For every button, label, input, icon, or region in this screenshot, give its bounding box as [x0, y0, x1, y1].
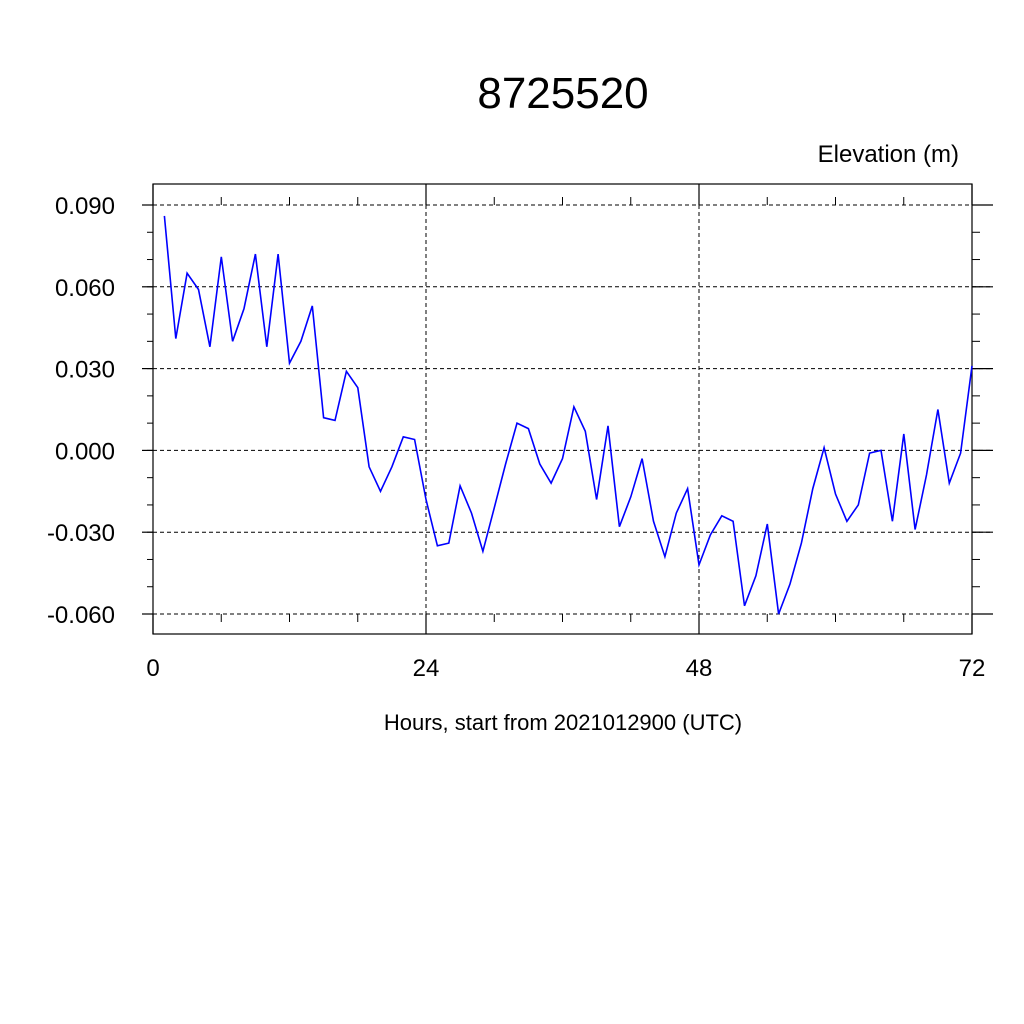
elevation-series-line	[163, 215, 973, 615]
y-tick-labels: -0.060 -0.030 0.000 0.030 0.060 0.090	[47, 193, 115, 629]
y-tick-label: -0.030	[47, 520, 115, 547]
x-tick-label: 24	[413, 655, 440, 682]
x-tick-label: 48	[686, 655, 713, 682]
y-tick-label: 0.090	[55, 193, 115, 220]
x-tick-label: 0	[146, 655, 159, 682]
chart-title: 8725520	[477, 69, 648, 118]
y-tick-label: 0.030	[55, 357, 115, 384]
y-tick-label: 0.000	[55, 438, 115, 465]
x-axis-label: Hours, start from 2021012900 (UTC)	[384, 710, 742, 735]
y-tick-label: -0.060	[47, 602, 115, 629]
chart-subtitle: Elevation (m)	[818, 141, 959, 168]
x-tick-label: 72	[959, 655, 986, 682]
x-tick-labels: 0 24 48 72	[146, 655, 985, 682]
y-tick-label: 0.060	[55, 275, 115, 302]
plot-frame	[152, 183, 973, 635]
